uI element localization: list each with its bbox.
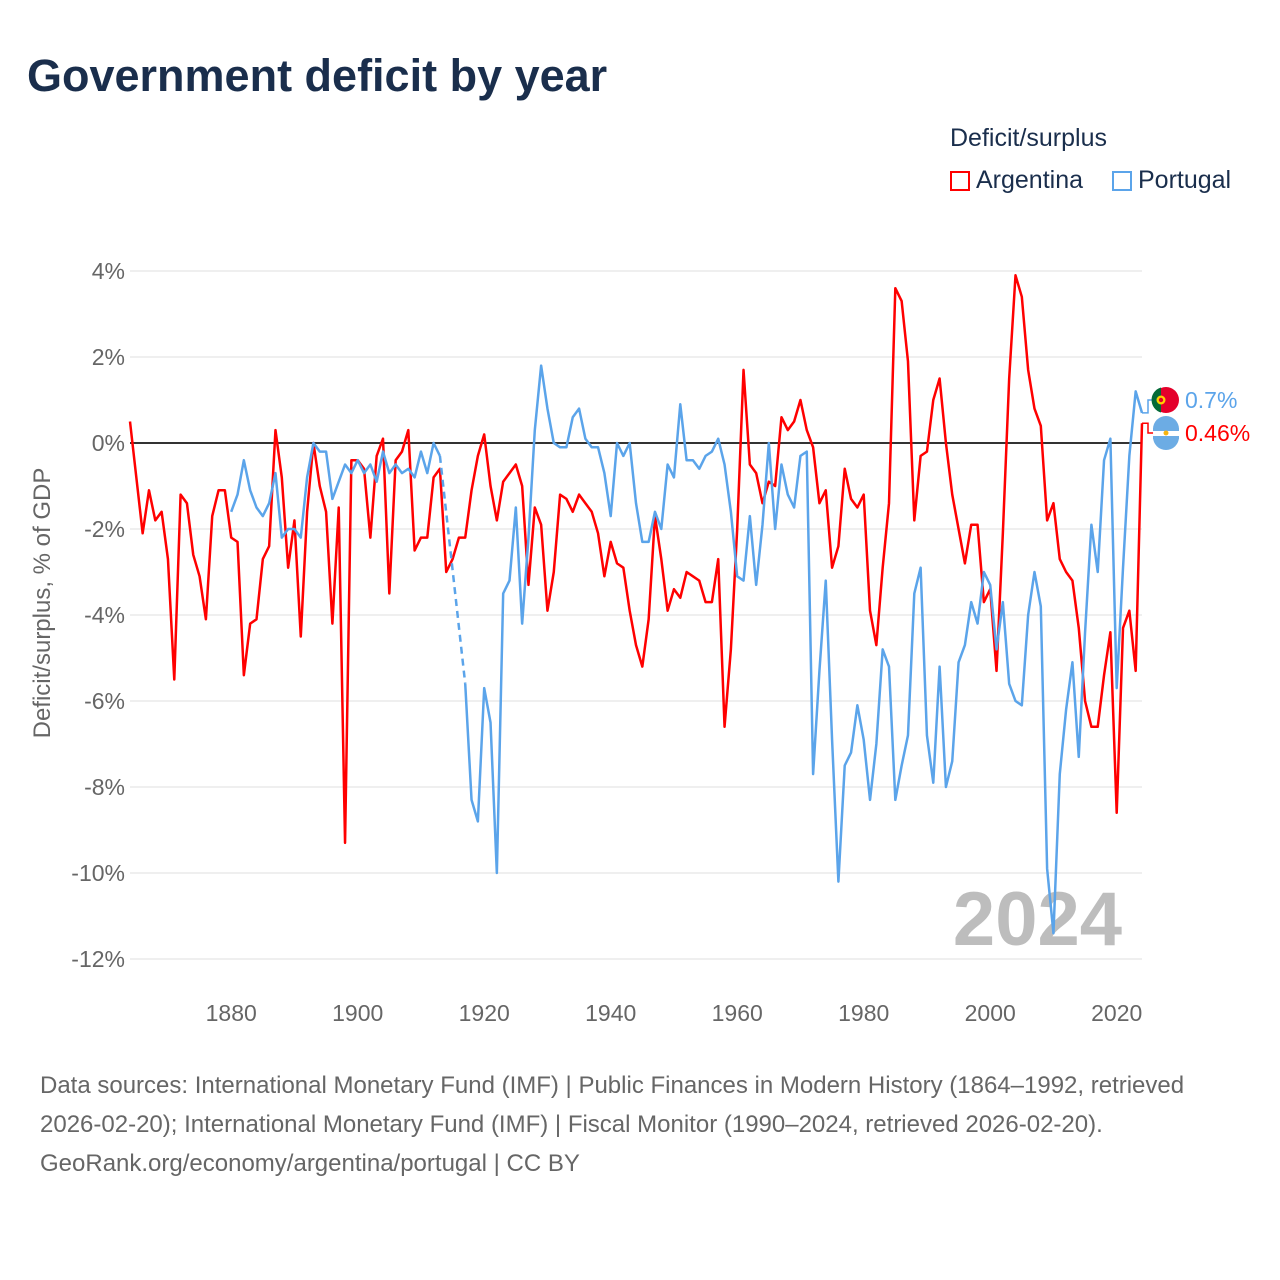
y-tick-label: 4% xyxy=(92,258,125,284)
y-tick-label: 2% xyxy=(92,344,125,370)
end-value-label-argentina: 0.46% xyxy=(1185,420,1250,446)
y-tick-label: -4% xyxy=(84,602,125,628)
footer: Data sources: International Monetary Fun… xyxy=(40,1066,1240,1183)
flag-stripe xyxy=(1153,437,1179,450)
series-line-portugal xyxy=(463,364,1144,935)
year-watermark: 2024 xyxy=(953,877,1122,962)
end-connector xyxy=(1142,422,1154,434)
end-value-label-portugal: 0.7% xyxy=(1185,387,1237,413)
chart-title: Government deficit by year xyxy=(27,50,608,101)
x-tick-label: 1940 xyxy=(585,1000,636,1026)
y-tick-label: 0% xyxy=(92,430,125,456)
series-line-argentina xyxy=(128,274,1144,845)
legend-swatch-portugal xyxy=(1112,170,1132,191)
x-tick-label: 2020 xyxy=(1091,1000,1142,1026)
legend-label: Argentina xyxy=(976,166,1084,194)
y-tick-label: -6% xyxy=(84,688,125,714)
flag-green xyxy=(1151,387,1161,413)
flag-sun xyxy=(1163,430,1169,436)
x-tick-label: 1920 xyxy=(459,1000,510,1026)
legend-item-argentina[interactable]: Argentina xyxy=(950,166,1083,195)
legend-swatch-argentina xyxy=(950,170,970,191)
x-tick-label: 2000 xyxy=(965,1000,1016,1026)
flag-stripe xyxy=(1153,416,1179,429)
y-tick-label: -2% xyxy=(84,516,125,542)
y-tick-label: -8% xyxy=(84,774,125,800)
flag-icon-portugal xyxy=(1151,387,1179,413)
data-sources: Data sources: International Monetary Fun… xyxy=(40,1072,1185,1138)
legend-title: Deficit/surplus xyxy=(950,124,1107,152)
flag-shield xyxy=(1158,397,1164,403)
y-tick-label: -12% xyxy=(71,946,125,972)
series-line-portugal xyxy=(230,441,442,539)
series-gap-portugal xyxy=(438,455,467,684)
credit-link[interactable]: GeoRank.org/economy/argentina/portugal |… xyxy=(40,1150,580,1177)
x-tick-label: 1880 xyxy=(206,1000,257,1026)
y-tick-label: -10% xyxy=(71,860,125,886)
y-axis-label: Deficit/surplus, % of GDP xyxy=(29,468,56,739)
x-tick-label: 1980 xyxy=(838,1000,889,1026)
legend-label: Portugal xyxy=(1138,166,1232,194)
x-tick-label: 1960 xyxy=(712,1000,763,1026)
legend-item-portugal[interactable]: Portugal xyxy=(1112,166,1231,195)
flag-icon-argentina xyxy=(1153,416,1179,450)
x-tick-label: 1900 xyxy=(332,1000,383,1026)
flag-stripe xyxy=(1153,436,1179,439)
flag-stripe xyxy=(1153,428,1179,431)
end-connector xyxy=(1142,399,1154,414)
